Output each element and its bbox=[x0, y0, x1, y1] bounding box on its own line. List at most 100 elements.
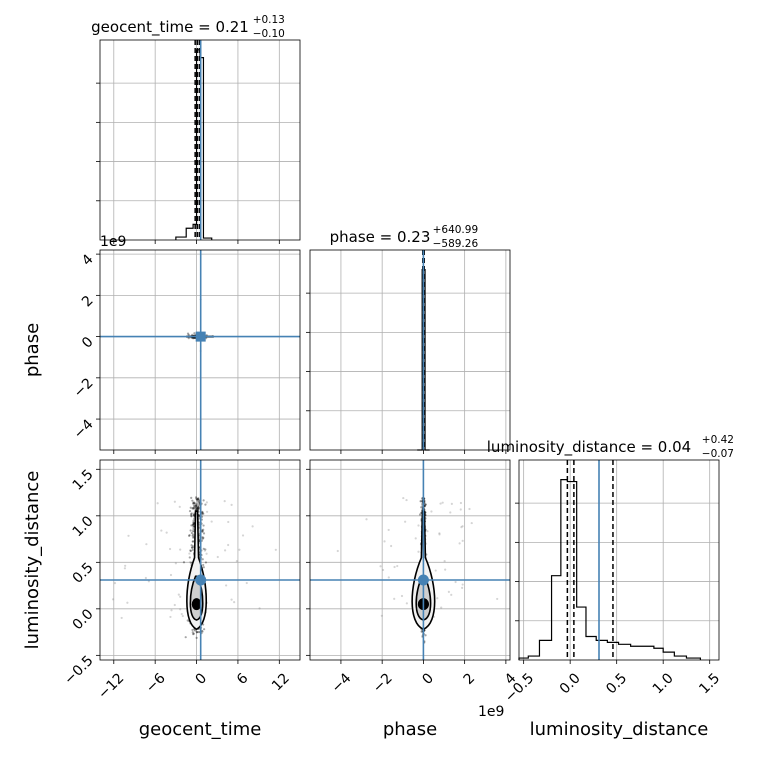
sample-point bbox=[461, 586, 464, 589]
sample-point bbox=[420, 500, 423, 503]
sample-point bbox=[174, 562, 177, 565]
sample-point bbox=[216, 555, 219, 559]
sample-point bbox=[201, 536, 204, 539]
sample-point bbox=[188, 552, 191, 555]
x-tick-label: 1.5 bbox=[696, 670, 723, 697]
sample-point bbox=[194, 629, 197, 632]
sample-point bbox=[202, 563, 205, 567]
sample-point bbox=[72, 498, 74, 500]
sample-point bbox=[191, 333, 194, 336]
sample-point bbox=[201, 529, 204, 532]
sample-point bbox=[450, 593, 453, 596]
sample-point bbox=[195, 505, 198, 508]
panel-title-err-minus: −589.26 bbox=[433, 238, 479, 250]
sample-point bbox=[191, 530, 195, 533]
sample-point bbox=[192, 633, 195, 636]
sample-point bbox=[459, 501, 463, 505]
sample-point bbox=[196, 507, 199, 510]
truth-marker bbox=[195, 331, 206, 342]
sample-point bbox=[192, 501, 195, 504]
histogram-step bbox=[175, 49, 213, 240]
sample-point bbox=[387, 528, 390, 532]
y-tick-label: −2 bbox=[71, 375, 97, 401]
sample-point bbox=[196, 508, 199, 511]
axes-frame bbox=[309, 249, 511, 451]
sample-point bbox=[238, 548, 241, 551]
sample-point bbox=[195, 630, 199, 634]
sample-point bbox=[192, 337, 195, 340]
sample-point bbox=[192, 533, 195, 536]
sample-point bbox=[188, 556, 191, 559]
sample-point bbox=[169, 573, 173, 577]
scatter-panel-luminosity_distance-vs-phase: −4 −2 0 2 4 bbox=[306, 459, 520, 696]
sample-point bbox=[191, 523, 194, 527]
x-tick-label: 0.5 bbox=[603, 670, 630, 697]
sample-point bbox=[196, 508, 199, 511]
hist-panel-geocent_time: geocent_time = 0.21 +0.13 −0.10 bbox=[91, 14, 301, 244]
x-tick-label: 0.0 bbox=[557, 670, 584, 697]
sample-point bbox=[381, 568, 385, 572]
sample-point bbox=[192, 632, 195, 635]
sample-point bbox=[235, 560, 238, 563]
y-tick-label: −0.5 bbox=[61, 653, 96, 688]
sample-point bbox=[405, 602, 408, 605]
sample-point bbox=[192, 522, 195, 525]
sample-point bbox=[180, 612, 183, 616]
scatter-panel-phase-vs-geocent_time: −4 −2 0 2 4 bbox=[71, 249, 301, 454]
y-tick-label: 4 bbox=[79, 251, 97, 269]
y-tick-label: 0.0 bbox=[70, 606, 97, 633]
panel-title-err-plus: +640.99 bbox=[433, 224, 479, 236]
sample-point bbox=[202, 528, 205, 531]
sample-point bbox=[251, 525, 254, 528]
sample-point bbox=[190, 524, 193, 527]
sample-point bbox=[420, 506, 423, 509]
sample-point bbox=[195, 631, 198, 634]
sample-point bbox=[192, 502, 195, 505]
sample-point bbox=[195, 636, 198, 639]
sample-point bbox=[202, 547, 205, 550]
sample-point bbox=[196, 505, 199, 508]
sample-point bbox=[201, 511, 204, 515]
y-tick-label: −4 bbox=[71, 416, 97, 442]
sample-point bbox=[460, 526, 463, 529]
sample-point bbox=[449, 511, 452, 514]
sample-point bbox=[123, 567, 127, 570]
sample-point bbox=[170, 609, 173, 612]
sample-point bbox=[193, 506, 196, 509]
sample-point bbox=[192, 540, 195, 543]
sample-point bbox=[441, 501, 444, 504]
sample-point bbox=[192, 507, 195, 510]
x-tick-label: 1.0 bbox=[650, 670, 677, 697]
sample-point bbox=[187, 333, 190, 336]
x-axis-label-geocent_time: geocent_time bbox=[139, 719, 262, 740]
sample-point bbox=[193, 501, 196, 504]
density-contour-inner bbox=[189, 575, 204, 621]
sample-point bbox=[426, 530, 429, 533]
sample-point bbox=[402, 496, 405, 500]
sample-point bbox=[144, 576, 147, 580]
sample-point bbox=[194, 506, 197, 509]
sample-point bbox=[168, 547, 172, 551]
y-tick-label: 1.5 bbox=[70, 467, 97, 494]
sample-point bbox=[192, 527, 195, 531]
sample-point bbox=[461, 525, 464, 528]
sample-point bbox=[196, 506, 200, 510]
sample-point bbox=[111, 598, 115, 601]
axes-frame bbox=[99, 459, 301, 661]
sample-point bbox=[193, 332, 196, 335]
sample-point bbox=[201, 558, 204, 561]
sample-point bbox=[438, 532, 441, 535]
sample-point bbox=[156, 502, 159, 505]
sample-point bbox=[191, 545, 195, 548]
sample-point bbox=[201, 537, 204, 540]
panel-title-err-minus: −0.07 bbox=[702, 448, 734, 460]
x-tick-label: −2 bbox=[370, 670, 396, 696]
sample-point bbox=[461, 583, 464, 586]
sample-point bbox=[173, 500, 176, 503]
sample-point bbox=[196, 507, 199, 510]
sample-point bbox=[191, 540, 194, 543]
sample-point bbox=[189, 549, 192, 553]
sample-point bbox=[439, 502, 442, 505]
sample-point bbox=[193, 502, 196, 505]
sample-point bbox=[126, 601, 129, 604]
